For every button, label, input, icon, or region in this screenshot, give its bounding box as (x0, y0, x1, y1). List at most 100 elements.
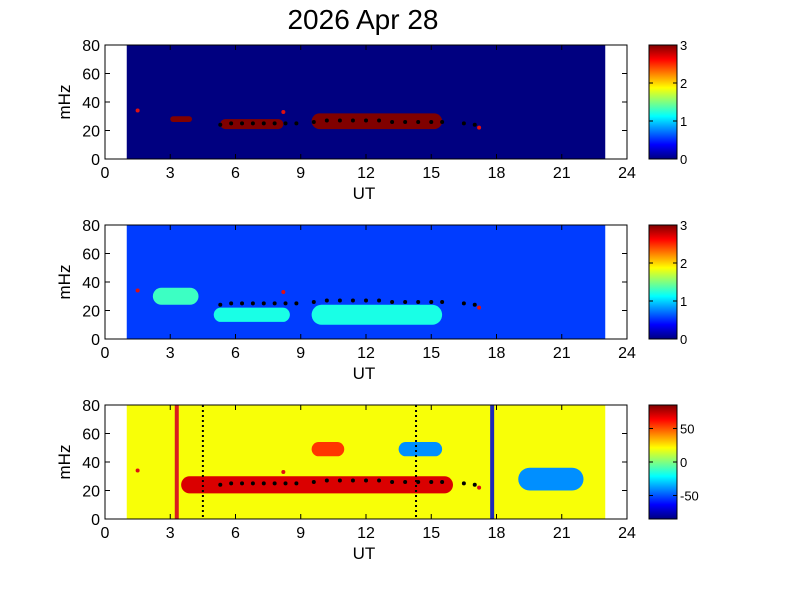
red-point (135, 108, 140, 113)
black-point (311, 119, 316, 124)
black-point (377, 298, 382, 303)
colorbar-tick-label: -50 (680, 489, 699, 504)
black-point (350, 118, 355, 123)
x-tick-label: 0 (101, 525, 110, 542)
black-point (461, 301, 466, 306)
colorbar: 0 1 2 3 (648, 38, 687, 167)
black-point (324, 298, 329, 303)
y-tick-label: 0 (91, 512, 100, 529)
y-tick-label: 80 (82, 398, 100, 415)
x-tick-label: 15 (422, 165, 440, 182)
y-tick-label: 20 (82, 124, 100, 141)
heatmap-background (126, 405, 606, 519)
x-tick-label: 9 (296, 525, 305, 542)
colorbar-tick-label: 2 (680, 76, 687, 91)
black-point (403, 299, 408, 304)
black-point (337, 298, 342, 303)
black-point (218, 302, 223, 307)
black-point (229, 301, 234, 306)
heatmap-blob-1 (213, 307, 290, 322)
black-point (416, 119, 421, 124)
black-point (429, 119, 434, 124)
red-point (135, 288, 140, 293)
x-tick-label: 0 (101, 345, 110, 362)
x-tick-label: 24 (618, 525, 636, 542)
black-point (272, 481, 277, 486)
x-tick-label: 21 (553, 345, 571, 362)
black-point (350, 478, 355, 483)
black-point (350, 298, 355, 303)
y-tick-label: 60 (82, 247, 100, 264)
black-point (261, 121, 266, 126)
panel-3: 0 3 6 9 12 15 18 21 24 0 20 40 60 80 UT mHz -50 0 50 (55, 398, 699, 563)
black-point (364, 478, 368, 483)
y-tick-label: 40 (82, 455, 100, 472)
red-point (135, 468, 140, 473)
x-tick-label: 3 (166, 165, 175, 182)
x-tick-label: 15 (422, 525, 440, 542)
black-point (250, 481, 255, 486)
x-tick-label: 21 (553, 525, 571, 542)
heatmap-blob-0 (152, 287, 199, 305)
heatmap-blob-1 (311, 442, 345, 457)
black-point (240, 121, 245, 126)
red-point (281, 289, 286, 294)
black-point (272, 121, 277, 126)
black-point (461, 481, 466, 486)
red-point (477, 485, 482, 490)
x-tick-label: 12 (357, 345, 375, 362)
colorbar-tick-label: 3 (680, 218, 687, 233)
black-point (324, 118, 329, 123)
x-tick-label: 0 (101, 165, 110, 182)
red-point (477, 305, 482, 310)
heatmap-blob-2 (311, 113, 443, 130)
black-point (440, 479, 445, 484)
y-tick-label: 0 (91, 152, 100, 169)
x-tick-label: 21 (553, 165, 571, 182)
heatmap-blob-2 (311, 304, 443, 325)
plot-area (126, 45, 606, 159)
red-point (281, 469, 286, 474)
x-tick-label: 12 (357, 525, 375, 542)
black-point (390, 299, 395, 304)
plot-area (126, 225, 606, 339)
black-point (240, 301, 245, 306)
x-tick-label: 9 (296, 345, 305, 362)
black-point (261, 301, 266, 306)
x-axis-label: UT (353, 544, 376, 563)
black-point (364, 118, 368, 123)
y-tick-label: 40 (82, 95, 100, 112)
y-tick-label: 80 (82, 38, 100, 55)
black-point (240, 481, 245, 486)
black-point (272, 301, 277, 306)
colorbar-gradient (648, 44, 678, 160)
y-tick-label: 0 (91, 332, 100, 349)
colorbar-tick-label: 0 (680, 455, 687, 470)
black-point (218, 122, 223, 127)
x-tick-label: 9 (296, 165, 305, 182)
black-point (294, 481, 299, 486)
black-point (311, 299, 316, 304)
y-axis-label: mHz (55, 265, 74, 300)
red-point (477, 125, 482, 130)
colorbar-tick-label: 1 (680, 114, 687, 129)
black-point (294, 121, 299, 126)
black-point (324, 478, 329, 483)
colorbar-tick-label: 0 (680, 332, 687, 347)
x-tick-label: 24 (618, 165, 636, 182)
colorbar-gradient (648, 404, 678, 520)
y-tick-label: 20 (82, 304, 100, 321)
black-point (337, 478, 342, 483)
colorbar-tick-label: 50 (680, 421, 694, 436)
colorbar-tick-label: 3 (680, 38, 687, 53)
x-axis-label: UT (353, 184, 376, 203)
y-tick-label: 60 (82, 67, 100, 84)
black-point (472, 302, 477, 307)
black-point (261, 481, 266, 486)
y-tick-label: 80 (82, 218, 100, 235)
black-point (250, 121, 255, 126)
x-tick-label: 6 (231, 345, 240, 362)
y-tick-label: 40 (82, 275, 100, 292)
